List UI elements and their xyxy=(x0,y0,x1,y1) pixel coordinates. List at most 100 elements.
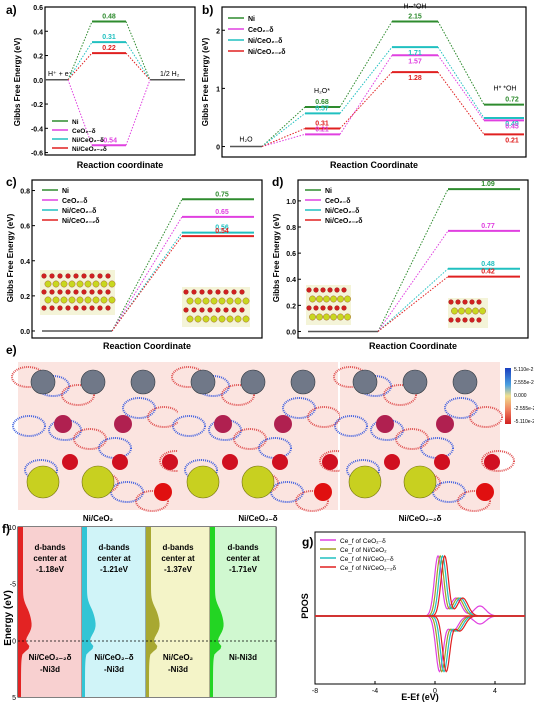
o-atom xyxy=(306,305,312,311)
dos-fill xyxy=(210,527,224,697)
o-atom xyxy=(183,289,189,295)
density-contour xyxy=(221,384,255,406)
o-atom xyxy=(114,415,132,433)
value-label: 0.54 xyxy=(215,228,229,235)
o-atom xyxy=(207,307,213,313)
d-band-title: d-bands xyxy=(34,543,66,552)
ce-atom xyxy=(81,465,115,499)
connector xyxy=(437,46,485,119)
value-label: 0.21 xyxy=(505,137,519,144)
legend-entry: Ni/CeO₂₋₂δ xyxy=(72,146,107,153)
ce-atom xyxy=(241,465,275,499)
x-tick-label: -4 xyxy=(372,688,378,695)
d-band-title: -1.37eV xyxy=(164,565,193,574)
o-atom xyxy=(105,289,111,295)
value-label: 0.57 xyxy=(315,105,329,112)
panel-d-xlabel: Reaction Coordinate xyxy=(369,341,457,351)
ce-atom xyxy=(26,465,60,499)
ce-atom xyxy=(344,313,351,321)
o-atom xyxy=(272,454,288,470)
density-contour xyxy=(12,415,46,437)
density-contour xyxy=(383,384,417,406)
charge-map-2 xyxy=(171,362,353,512)
ce-atom xyxy=(202,297,210,305)
ce-atom xyxy=(68,280,76,288)
panel-f: f) Energy (eV) d-bands center at -1.18eV N… xyxy=(2,522,277,702)
ni-atom xyxy=(452,369,478,395)
o-atom xyxy=(41,305,47,311)
ce-atom xyxy=(68,296,76,304)
y-tick-label: 0.4 xyxy=(20,259,30,266)
o-atom xyxy=(54,415,72,433)
ce-atom xyxy=(316,313,323,321)
ce-atom xyxy=(348,465,382,499)
panel-c-frame xyxy=(31,179,263,339)
y-tick-label: 0.6 xyxy=(20,224,30,231)
ce-atom xyxy=(242,315,250,323)
connector xyxy=(111,216,183,332)
o-atom xyxy=(274,415,292,433)
ce-atom xyxy=(52,296,60,304)
y-tick-label: 0.6 xyxy=(33,5,43,12)
o-atom xyxy=(327,305,333,311)
density-contour xyxy=(457,490,491,512)
o-atom xyxy=(462,299,468,305)
connector xyxy=(339,46,393,114)
o-atom xyxy=(222,454,238,470)
o-atom xyxy=(436,415,454,433)
o-atom xyxy=(469,317,475,323)
y-tick-label: 0.8 xyxy=(286,225,296,232)
panel-a-levels: 0.48 0.31 0.22 -0.54 xyxy=(45,14,185,147)
panel-c-ylabel: Gibbs Free Energy (eV) xyxy=(6,213,15,302)
density-contour xyxy=(61,384,95,406)
o-atom xyxy=(49,273,55,279)
o-atom xyxy=(314,483,332,501)
ni-atom xyxy=(130,369,156,395)
ce-atom xyxy=(344,295,351,303)
panel-a-end-label: 1/2 H₂ xyxy=(160,71,180,78)
o-atom xyxy=(199,307,205,313)
o-atom xyxy=(313,305,319,311)
o-atom xyxy=(73,273,79,279)
y-tick-label: 0.0 xyxy=(20,329,30,336)
legend-entry: Ni xyxy=(72,119,79,126)
panel-d-legend: Ni CeO₂₋δ Ni/CeO₂₋δ Ni/CeO₂₋₂δ xyxy=(305,188,363,225)
value-label: 1.71 xyxy=(408,50,422,57)
dos-label: Ni/CeO₂ xyxy=(163,653,194,662)
dos-column-1: d-bands center at -1.18eV Ni/CeO₂₋₂δ -Ni3d xyxy=(18,527,83,697)
panel-c-label: c) xyxy=(6,175,17,189)
density-contour xyxy=(172,415,206,437)
legend-entry: Ce_f of Ni/CeO₂₋₂δ xyxy=(340,565,397,572)
ce-atom xyxy=(458,307,465,315)
value-label: 0.65 xyxy=(215,209,229,216)
y-tick-label: 0.2 xyxy=(286,303,296,310)
o-atom xyxy=(214,415,232,433)
o-atom xyxy=(327,287,333,293)
ce-atom xyxy=(108,296,116,304)
panel-a-ylabel: Gibbs Free Energy (eV) xyxy=(13,37,22,126)
ni-atom xyxy=(352,369,378,395)
panel-c-structure-initial xyxy=(40,270,116,315)
panel-c-yticks: 0.8 0.6 0.4 0.2 0.0 xyxy=(20,189,35,336)
o-atom xyxy=(191,289,197,295)
panel-g-frame xyxy=(314,531,526,685)
o-atom xyxy=(322,454,338,470)
y-tick-label: -0.6 xyxy=(31,151,43,158)
o-atom xyxy=(97,273,103,279)
map-caption: Ni/CeO₂₋₂δ xyxy=(399,514,442,523)
y-tick-label: 0 xyxy=(12,638,16,645)
o-atom xyxy=(434,454,450,470)
y-tick-label: 1 xyxy=(216,86,220,93)
ce-atom xyxy=(309,313,316,321)
pdos-down-curve xyxy=(315,615,525,673)
panel-b-frame xyxy=(221,6,527,158)
value-label: 1.28 xyxy=(408,75,422,82)
o-atom xyxy=(320,287,326,293)
ce-atom xyxy=(330,313,337,321)
o-atom xyxy=(41,273,47,279)
o-atom xyxy=(341,305,347,311)
map-caption: Ni/CeO₂₋δ xyxy=(238,514,277,523)
value-label: 0.42 xyxy=(481,269,495,276)
column-background xyxy=(210,527,276,697)
